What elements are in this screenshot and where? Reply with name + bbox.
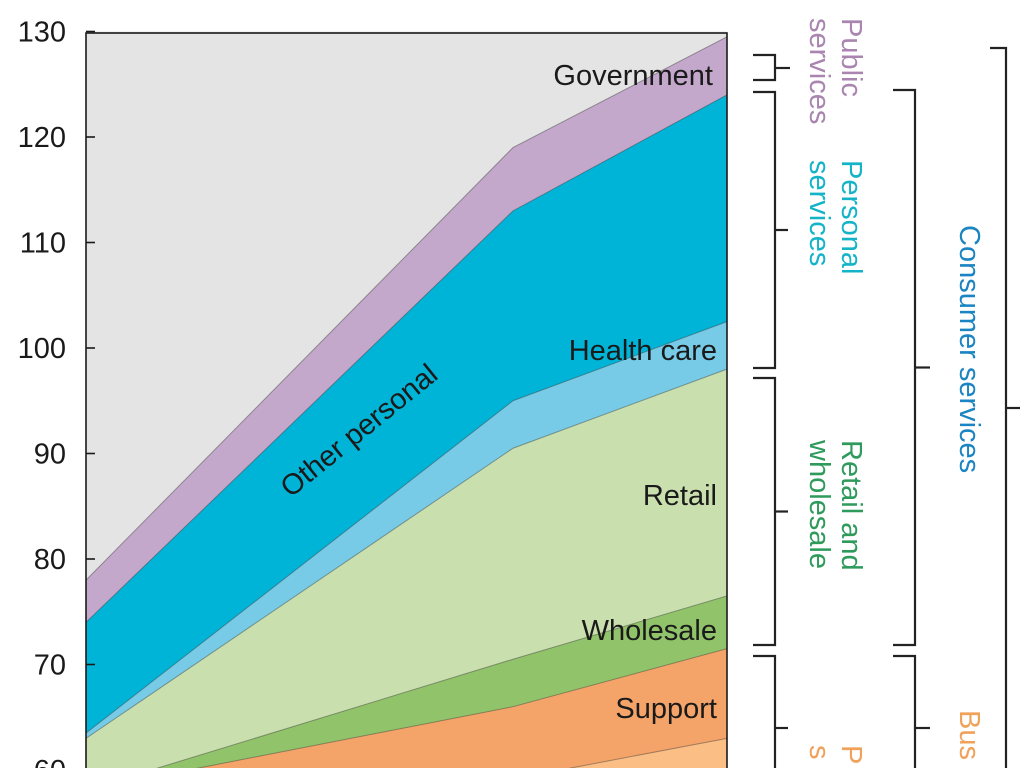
bracket-public <box>753 53 777 82</box>
group-label-personal: services <box>803 160 835 266</box>
group-label-business: Bus <box>953 710 985 760</box>
group-label-producer: P <box>835 745 867 764</box>
bracket-personal <box>753 90 777 370</box>
group-label-retail: wholesale <box>803 439 835 569</box>
bracket-retail <box>753 376 777 647</box>
group-label-consumer: Consumer services <box>953 225 985 473</box>
group-label-public: Public <box>835 18 867 97</box>
group-label-producer: s <box>803 745 835 760</box>
group-label-personal: Personal <box>835 160 867 274</box>
y-tick-label: 70 <box>34 650 66 682</box>
group-label-public: services <box>803 18 835 124</box>
y-tick-label: 90 <box>34 439 66 471</box>
y-tick-label: 80 <box>34 544 66 576</box>
bracket-consumer <box>893 88 917 647</box>
area-label-wholesale: Wholesale <box>582 615 717 647</box>
y-tick-label: 60 <box>34 755 66 768</box>
areas-layer <box>85 31 728 768</box>
y-tick-label: 100 <box>18 333 66 365</box>
bracket-business <box>893 654 917 768</box>
group-label-retail: Retail and <box>835 440 867 571</box>
area-label-retail: Retail <box>643 480 717 512</box>
area-label-support: Support <box>615 693 717 725</box>
y-tick-label: 130 <box>18 17 66 49</box>
bracket-producer <box>753 654 777 768</box>
y-axis: 60 70 80 90 100 110 120 130 <box>18 17 95 768</box>
area-label-government: Government <box>553 60 713 92</box>
plot-frame <box>85 32 728 768</box>
y-tick-label: 120 <box>18 122 66 154</box>
area-label-health-care: Health care <box>569 335 717 367</box>
y-tick-label: 110 <box>20 228 66 260</box>
bracket-total <box>990 46 1008 768</box>
